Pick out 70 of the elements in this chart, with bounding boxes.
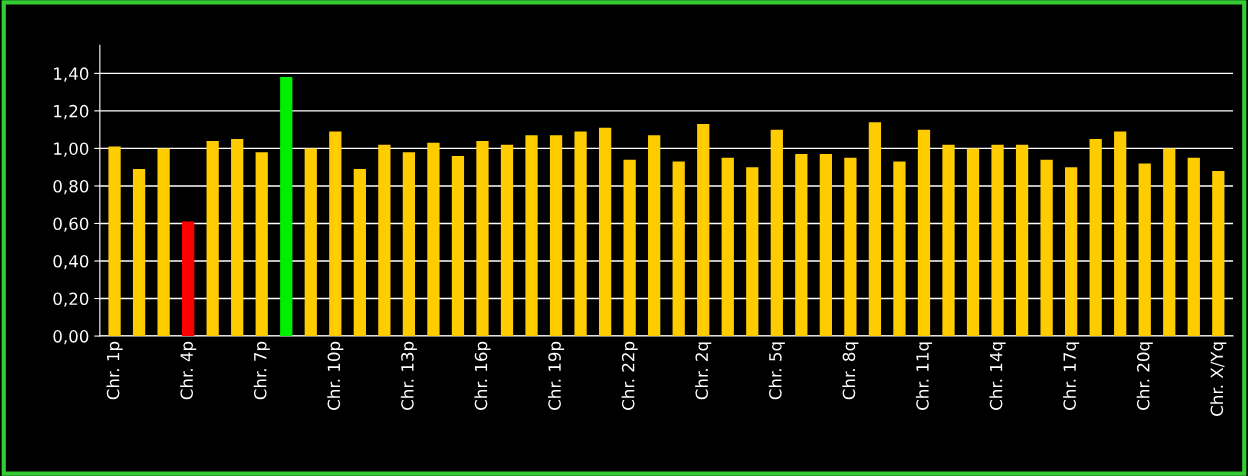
bar (329, 131, 342, 337)
bar (598, 127, 612, 337)
x-tick-label: Chr. X/Yq (1210, 342, 1227, 416)
bar (476, 140, 489, 337)
y-tick-label: 1,00 (54, 142, 89, 157)
bar (280, 77, 293, 337)
y-tick-label: 0,40 (53, 254, 89, 270)
bar (378, 144, 391, 337)
bar (746, 167, 759, 337)
x-tick-label: Chr. 4p (180, 341, 197, 400)
bar (549, 135, 563, 337)
y-tick-label: 0,00 (53, 330, 89, 345)
x-tick-label: Chr. 1p (106, 341, 123, 400)
bar (697, 124, 710, 337)
bar (1015, 144, 1029, 337)
x-tick-label: Chr. 8q (842, 342, 859, 400)
bar (182, 221, 195, 337)
bar (1114, 131, 1127, 337)
bar (304, 148, 317, 337)
bar (1163, 148, 1176, 337)
x-tick-label: Chr. 13p (400, 341, 417, 410)
x-tick-label: Chr. 20q (1136, 342, 1153, 410)
x-tick-label: Chr. 19p (547, 341, 565, 410)
bar (1089, 139, 1102, 337)
bar (795, 154, 808, 337)
bar (1040, 159, 1053, 337)
bar (231, 139, 244, 337)
x-tick-label: Chr. 16p (474, 341, 491, 410)
x-tick-label: Chr. 10p (327, 341, 344, 410)
bar (353, 169, 366, 337)
x-tick-label: Chr. 14q (989, 342, 1006, 410)
bar (819, 154, 832, 337)
bar (648, 135, 661, 337)
bar (721, 157, 734, 337)
bar (966, 148, 980, 337)
bar (942, 144, 955, 337)
bar (402, 152, 416, 337)
bar (770, 129, 783, 337)
bar (991, 144, 1004, 337)
bar (525, 135, 538, 337)
bar (206, 140, 219, 337)
bar (1212, 170, 1225, 337)
y-tick-label: 0,60 (53, 217, 89, 232)
bar (1065, 167, 1078, 337)
x-tick-label: Chr. 7p (253, 341, 270, 400)
bar (844, 157, 857, 337)
bar (500, 144, 514, 337)
y-tick-label: 1,20 (54, 104, 89, 120)
bar (1138, 163, 1151, 337)
x-tick-label: Chr. 11q (915, 342, 933, 410)
y-tick-label: 1,40 (54, 67, 89, 82)
bar (1187, 157, 1200, 337)
bar (917, 129, 931, 337)
bar (255, 152, 268, 337)
x-tick-label: Chr. 17q (1063, 342, 1080, 410)
x-tick-label: Chr. 5q (768, 342, 785, 400)
x-tick-label: Chr. 22p (621, 341, 638, 410)
bar (623, 159, 636, 337)
bar (868, 122, 882, 337)
bar (132, 169, 146, 337)
bar (574, 131, 587, 337)
bar (108, 146, 121, 337)
y-tick-label: 0,80 (53, 179, 89, 195)
bar (672, 161, 685, 337)
bar (427, 142, 440, 337)
bar (893, 161, 906, 337)
bar (451, 155, 465, 337)
bar (157, 148, 170, 337)
y-tick-label: 0,20 (53, 292, 89, 307)
x-tick-label: Chr. 2q (695, 342, 712, 400)
